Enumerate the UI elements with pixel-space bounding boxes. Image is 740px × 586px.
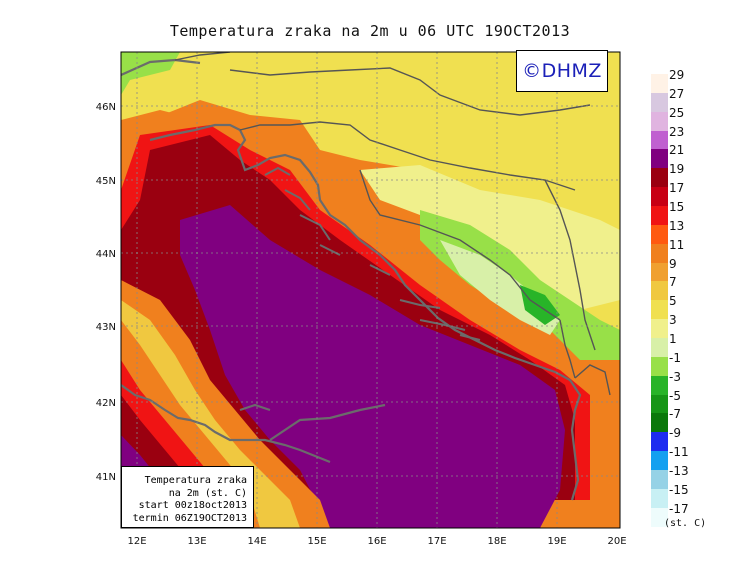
colorbar-swatch	[651, 262, 668, 282]
map-title: Temperatura zraka na 2m u 06 UTC 19OCT20…	[169, 22, 571, 40]
lon-label: 20E	[607, 536, 626, 547]
longitude-axis: 12E 13E 14E 15E 16E 17E 18E 19E 20E	[127, 536, 626, 547]
colorbar-label: 19	[669, 162, 685, 177]
colorbar-swatch	[651, 92, 668, 112]
colorbar-swatch	[651, 470, 668, 489]
lon-label: 16E	[367, 536, 386, 547]
colorbar-label: 17	[669, 181, 685, 196]
colorbar-label: 23	[669, 124, 685, 139]
lat-label: 45N	[96, 176, 116, 187]
colorbar-label: 13	[669, 218, 685, 233]
colorbar-label: -13	[669, 464, 689, 479]
colorbar-swatch	[651, 413, 668, 433]
colorbar-label: 1	[669, 332, 677, 347]
colorbar-swatch	[651, 168, 668, 188]
colorbar-unit: (st. C)	[664, 518, 707, 529]
info-line: termin 06Z19OCT2013	[132, 512, 247, 524]
colorbar-label: -11	[669, 445, 689, 460]
colorbar-label: -7	[669, 407, 681, 422]
colorbar-swatch	[651, 74, 668, 93]
colorbar-swatch	[651, 224, 668, 244]
map-frame	[120, 51, 621, 529]
colorbar-label: -17	[669, 501, 689, 516]
colorbar-label: 21	[669, 143, 685, 158]
colorbar-swatch	[651, 356, 668, 376]
info-line: start 00z18oct2013	[138, 500, 247, 511]
copyright-badge: ©DHMZ	[516, 50, 608, 92]
colorbar-swatch	[651, 488, 668, 508]
lon-label: 13E	[187, 536, 206, 547]
colorbar-label: -15	[669, 482, 689, 497]
lon-label: 14E	[247, 536, 266, 547]
lat-label: 42N	[96, 398, 116, 409]
colorbar-swatch	[651, 243, 668, 263]
latitude-axis: 46N 45N 44N 43N 42N 41N	[96, 102, 116, 483]
colorbar-label: 11	[669, 237, 685, 252]
colorbar-swatch	[651, 319, 668, 339]
colorbar-swatch	[651, 206, 668, 225]
colorbar-swatch	[651, 281, 668, 301]
colorbar-label: -5	[669, 388, 681, 403]
lon-label: 18E	[487, 536, 506, 547]
info-line: na 2m (st. C)	[168, 487, 247, 499]
lon-label: 12E	[127, 536, 146, 547]
colorbar-label: 7	[669, 275, 677, 290]
colorbar-label: 5	[669, 294, 677, 309]
colorbar	[651, 74, 668, 527]
lon-label: 19E	[547, 536, 566, 547]
colorbar-swatch	[651, 375, 668, 395]
lat-label: 43N	[96, 322, 116, 333]
info-box: Temperatura zraka na 2m (st. C) start 00…	[121, 466, 254, 528]
lat-label: 44N	[96, 249, 116, 260]
colorbar-label: 25	[669, 105, 685, 120]
colorbar-label: 27	[669, 86, 685, 101]
info-line: Temperatura zraka	[144, 475, 247, 486]
colorbar-label: 9	[669, 256, 677, 271]
colorbar-swatch	[651, 338, 668, 357]
lon-label: 15E	[307, 536, 326, 547]
colorbar-label: 15	[669, 200, 685, 215]
colorbar-swatch	[651, 130, 668, 150]
colorbar-swatch	[651, 432, 668, 452]
lat-label: 46N	[96, 102, 116, 113]
colorbar-swatch	[651, 149, 668, 169]
colorbar-label: -3	[669, 369, 681, 384]
lon-label: 17E	[427, 536, 446, 547]
colorbar-swatch	[651, 451, 668, 471]
colorbar-label: -1	[669, 350, 681, 365]
lat-label: 41N	[96, 472, 116, 483]
colorbar-label: 3	[669, 313, 677, 328]
temperature-field	[121, 52, 620, 528]
colorbar-swatch	[651, 300, 668, 320]
colorbar-swatch	[651, 111, 668, 131]
colorbar-swatch	[651, 394, 668, 414]
colorbar-label: 29	[669, 68, 685, 82]
colorbar-swatch	[651, 187, 668, 207]
colorbar-label: -9	[669, 426, 681, 441]
colorbar-swatch	[651, 507, 668, 527]
